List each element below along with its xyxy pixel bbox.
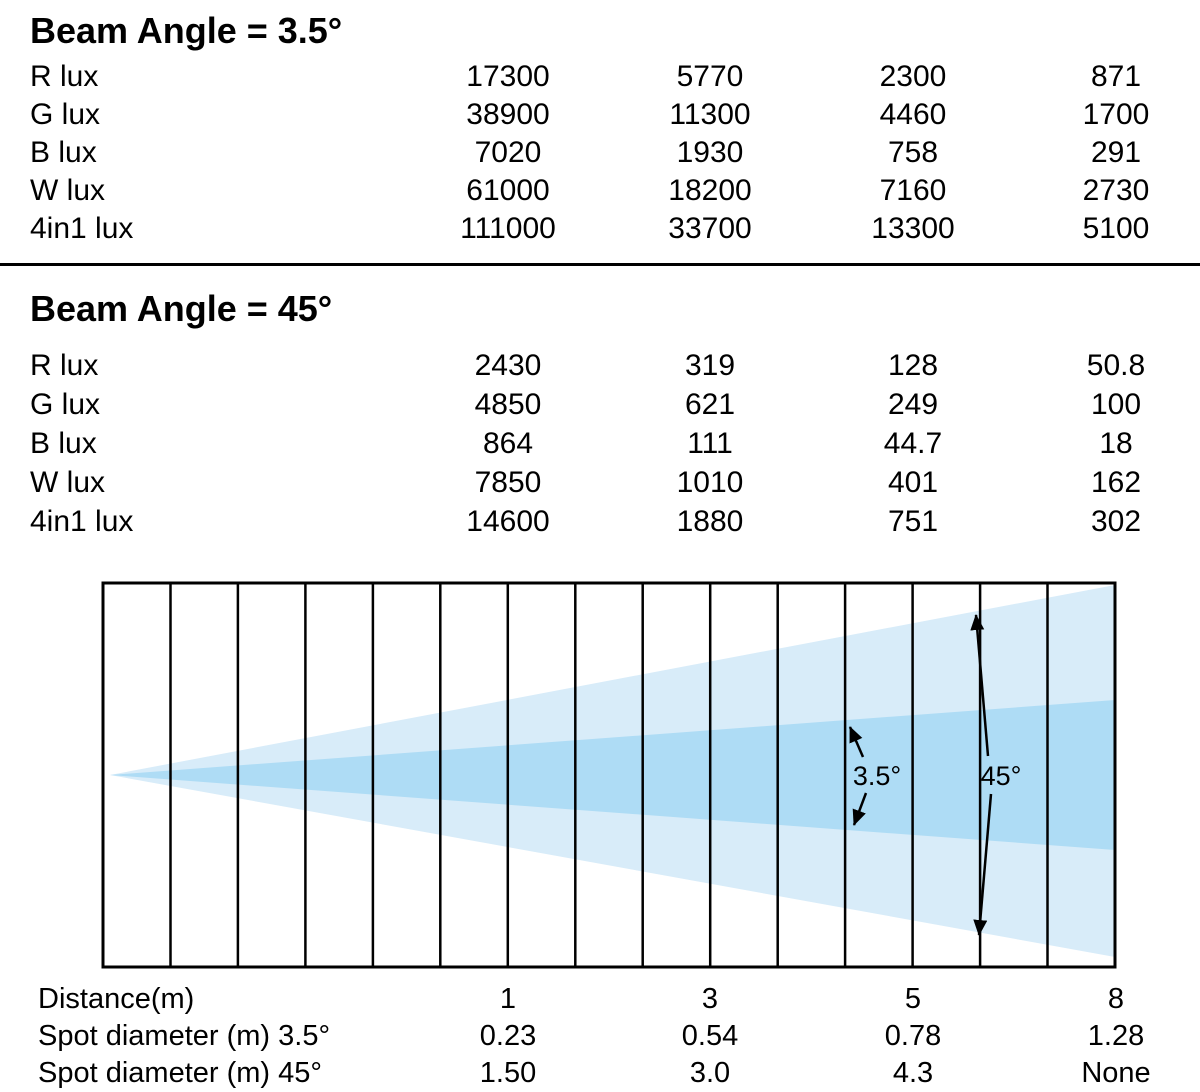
lux-value: 111 — [687, 427, 733, 460]
table-row: 4in1 lux 111000 33700 13300 5100 — [0, 210, 1200, 248]
lux-value: 162 — [1090, 466, 1142, 499]
spot-diameter-value: 4.3 — [892, 1057, 934, 1089]
lux-value: 128 — [887, 349, 939, 382]
lux-value: 1880 — [676, 505, 744, 538]
distance-value: 8 — [1107, 983, 1125, 1015]
lux-value: 621 — [684, 388, 736, 421]
wide-angle-arrow-up-icon — [970, 614, 990, 757]
spot-diameter-wide-row: Spot diameter (m) 45° 1.50 3.0 4.3 None — [0, 1056, 1200, 1090]
row-label: W lux — [30, 174, 105, 207]
lux-value: 14600 — [466, 505, 550, 538]
narrow-angle-arrow-up-icon — [848, 726, 865, 758]
narrow-angle-arrow-down-icon — [852, 792, 868, 826]
table-row: W lux 61000 18200 7160 2730 — [0, 172, 1200, 210]
table-row: W lux 7850 1010 401 162 — [0, 464, 1200, 502]
row-label: G lux — [30, 98, 101, 131]
lux-value: 401 — [887, 466, 939, 499]
lux-value: 100 — [1090, 388, 1142, 421]
lux-value: 33700 — [668, 212, 752, 245]
lux-value: 2430 — [474, 349, 542, 382]
beam-cone-diagram: 3.5° 45° — [101, 581, 1117, 969]
table-row: B lux 864 111 44.7 18 — [0, 425, 1200, 463]
spot-diameter-value: 1.50 — [479, 1057, 537, 1089]
row-label: 4in1 lux — [30, 212, 134, 245]
distance-value: 5 — [904, 983, 922, 1015]
table-row: G lux 4850 621 249 100 — [0, 386, 1200, 424]
table-row: R lux 17300 5770 2300 871 — [0, 58, 1200, 96]
row-label: R lux — [30, 349, 99, 382]
distance-row: Distance(m) 1 3 5 8 — [0, 982, 1200, 1016]
lux-value: 319 — [684, 349, 736, 382]
row-label: B lux — [30, 136, 97, 169]
lux-value: 13300 — [871, 212, 955, 245]
row-label: Spot diameter (m) 45° — [38, 1057, 322, 1089]
lux-value: 7850 — [474, 466, 542, 499]
table-row: 4in1 lux 14600 1880 751 302 — [0, 503, 1200, 541]
table-row: G lux 38900 11300 4460 1700 — [0, 96, 1200, 134]
lux-value: 1010 — [676, 466, 744, 499]
lux-value: 18 — [1099, 427, 1133, 460]
lux-value: 4460 — [879, 98, 947, 131]
section-title-narrow-beam: Beam Angle = 3.5° — [30, 10, 343, 51]
lux-value: 1930 — [676, 136, 744, 169]
lux-value: 7160 — [879, 174, 947, 207]
lux-value: 249 — [887, 388, 939, 421]
lux-value: 864 — [482, 427, 534, 460]
lux-value: 758 — [887, 136, 939, 169]
lux-value: 61000 — [466, 174, 550, 207]
narrow-angle-label: 3.5° — [853, 761, 901, 791]
spot-diameter-value: 1.28 — [1087, 1020, 1145, 1052]
section-divider — [0, 263, 1200, 266]
table-row: R lux 2430 319 128 50.8 — [0, 347, 1200, 385]
lux-value: 291 — [1090, 136, 1142, 169]
lux-value: 302 — [1090, 505, 1142, 538]
table-row: B lux 7020 1930 758 291 — [0, 134, 1200, 172]
spot-diameter-value: None — [1081, 1057, 1151, 1089]
row-label: Spot diameter (m) 3.5° — [38, 1020, 331, 1052]
row-label: R lux — [30, 60, 99, 93]
wide-angle-label: 45° — [981, 761, 1022, 791]
lux-value: 17300 — [466, 60, 550, 93]
row-label: G lux — [30, 388, 101, 421]
spot-diameter-value: 0.54 — [681, 1020, 739, 1052]
spot-diameter-value: 3.0 — [689, 1057, 731, 1089]
row-label: Distance(m) — [38, 983, 195, 1015]
row-label: 4in1 lux — [30, 505, 134, 538]
lux-value: 4850 — [474, 388, 542, 421]
distance-value: 3 — [701, 983, 719, 1015]
lux-value: 111000 — [460, 212, 556, 245]
lux-value: 18200 — [668, 174, 752, 207]
distance-value: 1 — [499, 983, 517, 1015]
spot-diameter-value: 0.23 — [479, 1020, 537, 1052]
lux-value: 50.8 — [1086, 349, 1146, 382]
diagram-border — [101, 581, 1117, 969]
lux-value: 751 — [887, 505, 939, 538]
row-label: W lux — [30, 466, 105, 499]
lux-value: 2730 — [1082, 174, 1150, 207]
section-title-wide-beam: Beam Angle = 45° — [30, 288, 333, 329]
lux-value: 11300 — [669, 98, 751, 131]
lux-value: 871 — [1090, 60, 1142, 93]
distance-gridlines — [169, 583, 1049, 967]
lux-value: 5100 — [1082, 212, 1150, 245]
lux-value: 44.7 — [883, 427, 943, 460]
lux-value: 38900 — [466, 98, 550, 131]
wide-angle-arrow-down-icon — [973, 793, 993, 936]
lux-value: 1700 — [1082, 98, 1150, 131]
lux-value: 5770 — [676, 60, 744, 93]
lux-value: 7020 — [474, 136, 542, 169]
spot-diameter-value: 0.78 — [884, 1020, 942, 1052]
row-label: B lux — [30, 427, 97, 460]
lux-value: 2300 — [879, 60, 947, 93]
spot-diameter-narrow-row: Spot diameter (m) 3.5° 0.23 0.54 0.78 1.… — [0, 1019, 1200, 1053]
